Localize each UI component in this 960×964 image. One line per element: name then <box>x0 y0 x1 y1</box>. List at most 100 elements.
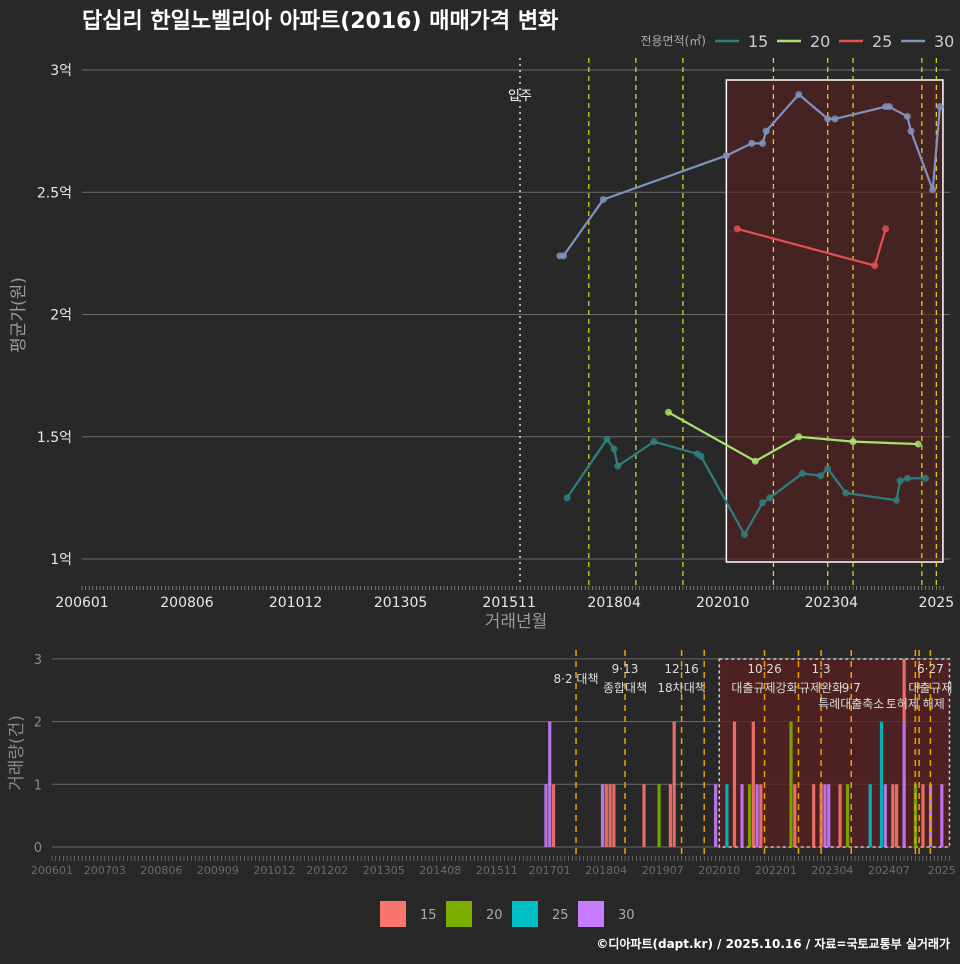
volume-bar-15 <box>891 784 895 847</box>
x-tick-label: 201511 <box>482 595 535 611</box>
data-point-15 <box>824 465 832 473</box>
move-in-label: 입주 <box>508 89 532 104</box>
volume-bar-15 <box>612 784 616 847</box>
volume-bar-15 <box>751 721 755 847</box>
volume-bar-30 <box>823 784 827 847</box>
legend-label: 15 <box>748 32 768 51</box>
y-axis-label: 평균가(원) <box>9 277 29 353</box>
footer-credit: ©디아파트(dapt.kr) / 2025.10.16 / 자료=국토교통부 실… <box>596 936 950 951</box>
policy-label: 대출규제강화 <box>731 681 797 695</box>
y-tick-label: 2.5억 <box>37 185 72 201</box>
x-tick-label: 201305 <box>374 595 427 611</box>
volume-bar-30 <box>827 784 831 847</box>
volume-bar-15 <box>838 784 842 847</box>
volume-bar-30 <box>600 784 605 847</box>
data-point-30 <box>907 127 915 135</box>
volume-bar-20 <box>789 721 793 847</box>
policy-label: 9·7 <box>842 681 861 695</box>
policy-label: 규제완화 <box>799 681 843 695</box>
x-tick-label: 200806 <box>160 595 214 611</box>
policy-label: 종합대책 <box>603 680 647 695</box>
y-tick-label: 2억 <box>50 308 72 324</box>
policy-label: 18차대책 <box>657 680 705 695</box>
highlight-period-box <box>725 79 944 563</box>
data-point-15 <box>603 435 611 443</box>
data-point-25 <box>882 225 890 233</box>
volume-bar-15 <box>672 721 676 847</box>
data-point-30 <box>748 139 756 147</box>
volume-bar-15 <box>732 721 737 847</box>
data-point-15 <box>610 445 618 453</box>
y-tick-label: 1억 <box>50 552 72 568</box>
legend-swatch-25 <box>512 901 538 927</box>
volume-bar-25 <box>868 784 872 847</box>
volume-bar-15 <box>608 784 612 847</box>
data-point-30 <box>599 196 607 204</box>
x-tick-label: 2025 <box>928 864 956 877</box>
volume-bar-20 <box>657 784 661 847</box>
data-point-15 <box>896 477 904 485</box>
data-point-15 <box>740 531 748 539</box>
volume-bar-30 <box>714 784 718 847</box>
data-point-20 <box>664 408 672 416</box>
legend-swatch-30 <box>578 901 604 927</box>
volume-bar-30 <box>940 784 944 847</box>
policy-label: 1·3 <box>812 662 831 676</box>
series-line-30 <box>559 92 942 257</box>
data-point-30 <box>936 103 944 111</box>
volume-bar-30 <box>548 721 552 847</box>
volume-bar-30 <box>740 784 744 847</box>
x-tick-label: 2025 <box>918 595 954 611</box>
data-point-15 <box>650 438 658 446</box>
x-tick-label: 201804 <box>587 595 641 611</box>
legend-title: 전용면적(㎡) <box>640 34 706 48</box>
legend-swatch-20 <box>446 901 472 927</box>
x-tick-label: 202304 <box>805 595 859 611</box>
x-tick-label: 200601 <box>31 864 73 877</box>
volume-bar-15 <box>793 784 797 847</box>
data-point-20 <box>849 438 857 446</box>
legend-swatch-15 <box>380 901 406 927</box>
data-point-25 <box>733 225 741 233</box>
policy-label: 대출규제 <box>908 681 952 695</box>
volume-bar-15 <box>921 784 925 847</box>
data-point-15 <box>766 494 774 502</box>
data-point-30 <box>759 139 767 147</box>
volume-bar-20 <box>747 784 752 847</box>
y-tick-label: 1.5억 <box>37 430 72 446</box>
x-tick-label: 202407 <box>868 864 910 877</box>
x-tick-label: 202201 <box>755 864 797 877</box>
volume-bar-15 <box>642 784 646 847</box>
data-point-30 <box>824 115 832 123</box>
data-point-15 <box>842 489 850 497</box>
volume-bar-25 <box>879 721 884 847</box>
y-axis-label: 거래량(건) <box>7 715 27 791</box>
x-tick-label: 200601 <box>55 595 108 611</box>
data-point-30 <box>762 127 770 135</box>
x-tick-label: 201907 <box>642 864 684 877</box>
data-point-30 <box>929 186 937 194</box>
legend-label: 20 <box>810 32 830 51</box>
volume-bar-20 <box>845 784 850 847</box>
x-tick-label: 201701 <box>529 864 571 877</box>
policy-label: 토허제 해제 <box>886 697 945 711</box>
x-tick-label: 200909 <box>197 864 239 877</box>
data-point-20 <box>795 433 803 441</box>
data-point-15 <box>697 452 705 460</box>
data-point-25 <box>871 262 879 270</box>
x-tick-label: 202304 <box>811 864 853 877</box>
data-point-30 <box>831 115 839 123</box>
volume-bar-30 <box>883 784 887 847</box>
legend-label: 30 <box>618 908 635 923</box>
x-tick-label: 202010 <box>698 864 740 877</box>
data-point-15 <box>903 474 911 482</box>
policy-label: 9·13 <box>612 662 639 676</box>
y-tick-label: 3억 <box>50 63 72 79</box>
x-tick-label: 201804 <box>585 864 627 877</box>
legend-label: 15 <box>420 908 437 923</box>
policy-label: 12·16 <box>664 662 698 676</box>
y-tick-label: 2 <box>34 716 42 731</box>
data-point-15 <box>759 499 767 507</box>
y-tick-label: 3 <box>34 653 42 668</box>
